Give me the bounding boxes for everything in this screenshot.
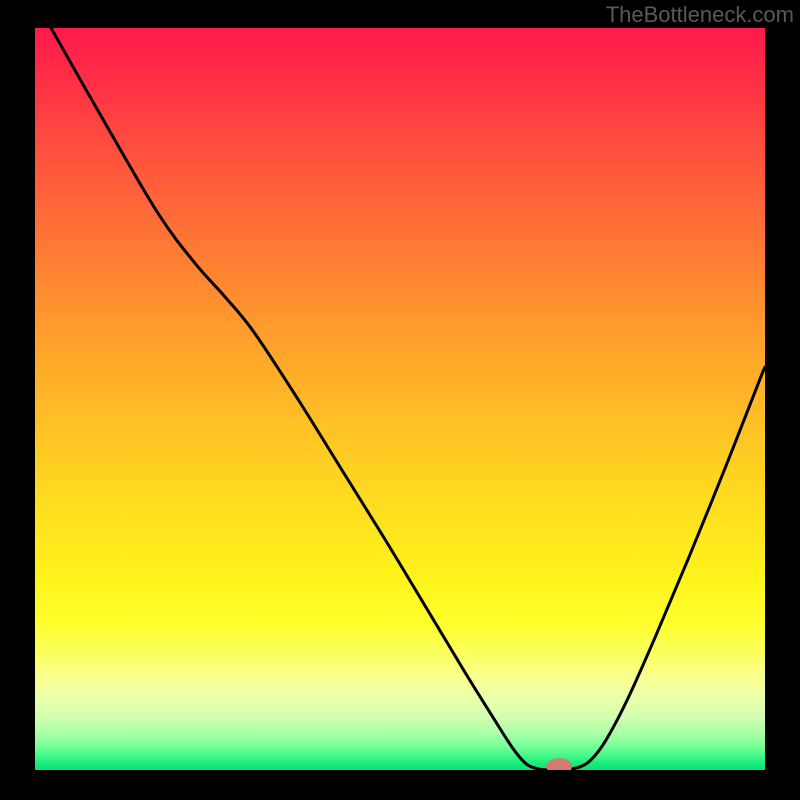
chart-stage: TheBottleneck.com (0, 0, 800, 800)
bottleneck-curve-chart (0, 0, 800, 800)
watermark-text: TheBottleneck.com (606, 2, 794, 28)
gradient-field (35, 28, 765, 770)
